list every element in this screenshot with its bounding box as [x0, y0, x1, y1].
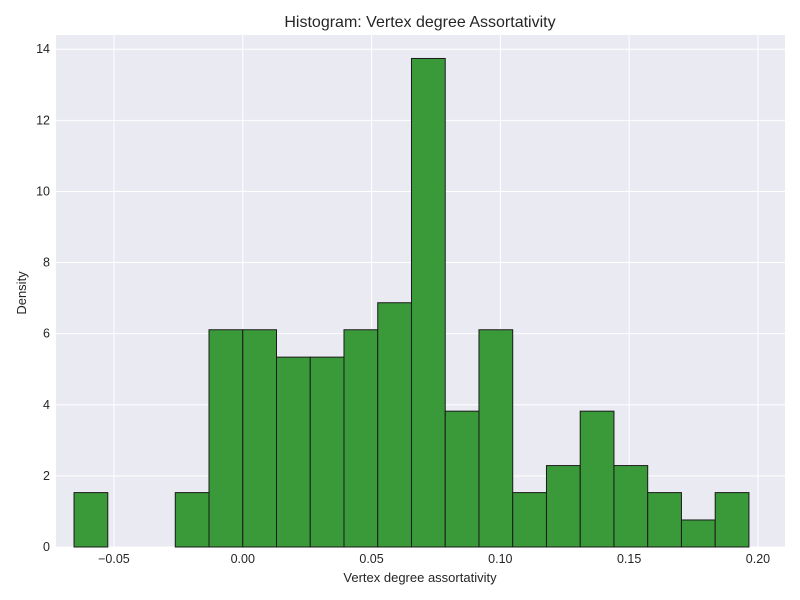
- x-axis-label: Vertex degree assortativity: [343, 570, 497, 585]
- histogram-bar: [545, 465, 581, 548]
- histogram-bar: [613, 465, 649, 548]
- y-tick-label: 2: [43, 469, 50, 483]
- histogram-bar: [512, 492, 547, 548]
- x-tick-label: 0.15: [617, 552, 641, 566]
- chart-title: Histogram: Vertex degree Assortativity: [284, 14, 555, 31]
- histogram-bar: [343, 329, 379, 548]
- histogram-bar: [579, 410, 615, 548]
- histogram-bar: [444, 410, 480, 548]
- y-tick-label: 14: [36, 42, 50, 56]
- y-axis-ticks: 0 2 4 6 8 10 12 14: [36, 42, 50, 554]
- y-tick-label: 12: [36, 113, 50, 127]
- histogram-bar: [680, 519, 716, 548]
- y-tick-label: 0: [43, 540, 50, 554]
- histogram-bars: [73, 57, 750, 548]
- histogram-bar: [208, 329, 244, 548]
- histogram-bar: [647, 492, 682, 548]
- y-tick-label: 4: [43, 398, 50, 412]
- histogram-bar: [73, 492, 109, 548]
- histogram-bar: [276, 356, 311, 548]
- histogram-bar: [714, 492, 750, 548]
- x-tick-label: 0.00: [231, 552, 255, 566]
- y-tick-label: 6: [43, 327, 50, 341]
- histogram-bar: [309, 356, 345, 548]
- histogram-bar: [377, 302, 412, 548]
- histogram-bar: [410, 57, 446, 548]
- x-axis-ticks: −0.05 0.00 0.05 0.10 0.15 0.20: [98, 552, 770, 566]
- histogram-bar: [242, 329, 278, 548]
- y-axis-label: Density: [14, 271, 29, 315]
- x-tick-label: 0.10: [488, 552, 512, 566]
- y-tick-label: 8: [43, 256, 50, 270]
- x-tick-label: −0.05: [98, 552, 130, 566]
- x-tick-label: 0.05: [359, 552, 383, 566]
- histogram-bar: [174, 492, 210, 548]
- histogram-bar: [478, 329, 514, 548]
- x-tick-label: 0.20: [746, 552, 770, 566]
- y-tick-label: 10: [36, 184, 50, 198]
